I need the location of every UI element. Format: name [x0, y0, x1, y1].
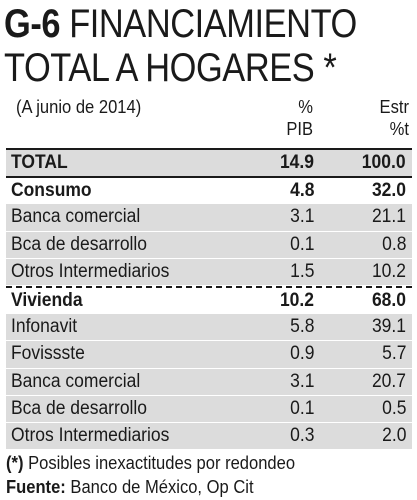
chart-title: G-6 FINANCIAMIENTO TOTAL A HOGARES *	[4, 2, 357, 90]
source-label: Fuente:	[6, 477, 66, 497]
table-row: Banca comercial 3.1 21.1	[6, 204, 412, 231]
table-subtitle: (A junio de 2014)	[16, 97, 142, 117]
row-value-estr: 0.5	[381, 397, 406, 419]
row-value-pib: 0.1	[289, 233, 314, 255]
footnote: (*) Posibles inexactitudes por redondeo	[6, 452, 295, 474]
row-value-pib: 1.5	[289, 260, 314, 282]
title-line-1: FINANCIAMIENTO	[60, 2, 357, 46]
column-header-pib-line1: %	[298, 97, 313, 117]
section-rule	[6, 176, 412, 179]
row-value-estr: 2.0	[381, 424, 406, 446]
row-label: Banca comercial	[11, 206, 141, 228]
title-code: G-6	[4, 2, 61, 46]
row-value-pib: 0.3	[289, 424, 314, 446]
table-row-total: TOTAL 14.9 100.0	[6, 150, 412, 177]
table-row-vivienda: Vivienda 10.2 68.0	[6, 288, 412, 314]
row-value-pib: 14.9	[279, 152, 314, 173]
footnote-text: Posibles inexactitudes por redondeo	[23, 453, 296, 473]
row-value-estr: 68.0	[371, 289, 406, 311]
column-header-estr-line1: Estr	[379, 97, 409, 117]
column-header-pib: % PIB	[286, 96, 313, 140]
row-value-pib: 3.1	[289, 206, 314, 228]
row-label: Fovissste	[11, 343, 85, 365]
table-row: Bca de desarrollo 0.1 0.5	[6, 395, 412, 422]
row-value-estr: 0.8	[381, 233, 406, 255]
row-label: Bca de desarrollo	[11, 233, 148, 255]
footnote-mark: (*)	[6, 453, 24, 473]
column-header-estr: Estr %t	[380, 96, 409, 140]
table-row: Fovissste 0.9 5.7	[6, 341, 412, 368]
section-rule-dashed	[6, 285, 412, 288]
row-value-estr: 5.7	[381, 343, 406, 365]
row-label: Vivienda	[11, 289, 83, 311]
source-line: Fuente: Banco de México, Op Cit	[6, 476, 254, 498]
row-value-pib: 0.9	[289, 343, 314, 365]
row-value-estr: 32.0	[371, 180, 406, 202]
row-value-estr: 100.0	[362, 152, 406, 173]
row-label: Otros Intermediarios	[11, 260, 170, 282]
title-line-2: TOTAL A HOGARES *	[4, 46, 337, 90]
source-text: Banco de México, Op Cit	[65, 477, 254, 497]
row-value-estr: 39.1	[371, 316, 406, 338]
row-label: Bca de desarrollo	[11, 397, 148, 419]
row-value-pib: 10.2	[279, 289, 314, 311]
column-header-pib-line2: PIB	[286, 119, 313, 139]
row-label: Infonavit	[11, 316, 78, 338]
row-label: Consumo	[11, 180, 92, 202]
row-value-estr: 20.7	[371, 370, 406, 392]
row-label: Otros Intermediarios	[11, 424, 170, 446]
table-row: Otros Intermediarios 0.3 2.0	[6, 422, 412, 450]
row-value-pib: 0.1	[289, 397, 314, 419]
header-rule	[6, 148, 412, 150]
row-value-estr: 10.2	[371, 260, 406, 282]
row-value-pib: 4.8	[289, 180, 314, 202]
table-row: Banca comercial 3.1 20.7	[6, 368, 412, 395]
data-table: TOTAL 14.9 100.0 Consumo 4.8 32.0 Banca …	[6, 148, 412, 450]
table-row: Bca de desarrollo 0.1 0.8	[6, 231, 412, 258]
column-header-estr-line2: %t	[389, 119, 409, 139]
table-row: Infonavit 5.8 39.1	[6, 314, 412, 341]
row-value-estr: 21.1	[371, 206, 406, 228]
table-row: Otros Intermediarios 1.5 10.2	[6, 258, 412, 285]
row-value-pib: 5.8	[289, 316, 314, 338]
row-value-pib: 3.1	[289, 370, 314, 392]
row-label: Banca comercial	[11, 370, 141, 392]
table-row-consumo: Consumo 4.8 32.0	[6, 178, 412, 204]
row-label: TOTAL	[11, 152, 68, 173]
